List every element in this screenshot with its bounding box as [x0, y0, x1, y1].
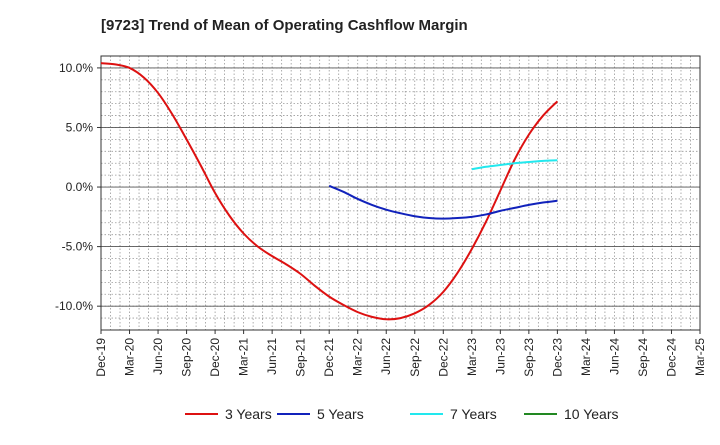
x-tick-label: Sep-21 — [294, 338, 308, 377]
x-tick-label: Sep-20 — [180, 338, 194, 377]
x-tick-label: Jun-20 — [151, 338, 165, 375]
x-tick-label: Sep-23 — [522, 338, 536, 377]
x-tick-label: Sep-24 — [636, 338, 650, 377]
x-tick-label: Dec-23 — [550, 338, 564, 377]
series-lines — [100, 62, 559, 321]
y-tick-label: 0.0% — [66, 180, 94, 194]
y-tick-label: 10.0% — [59, 61, 93, 75]
x-tick-label: Mar-23 — [465, 338, 479, 376]
grid — [100, 55, 701, 331]
x-tick-label: Jun-22 — [379, 338, 393, 375]
x-tick-label: Dec-22 — [436, 338, 450, 377]
x-tick-label: Dec-19 — [94, 338, 108, 377]
series-line-3-years — [100, 62, 559, 321]
legend-label: 3 Years — [225, 406, 272, 422]
plot-area-border — [100, 55, 701, 331]
x-tick-label: Mar-20 — [123, 338, 137, 376]
y-tick-label: -5.0% — [62, 240, 94, 254]
legend: 3 Years 5 Years 7 Years 10 Years — [185, 406, 619, 422]
x-tick-label: Mar-25 — [693, 338, 707, 376]
x-tick-label: Jun-24 — [607, 338, 621, 375]
x-axis: Dec-19 Mar-20 Jun-20 Sep-20 Dec-20 Mar-21 Jun-… — [94, 330, 707, 377]
y-axis: 10.0% 5.0% 0.0% -5.0% -10.0% — [55, 61, 101, 313]
legend-label: 5 Years — [317, 406, 364, 422]
plot-frame — [100, 55, 701, 331]
x-tick-label: Mar-24 — [579, 338, 593, 376]
x-tick-label: Sep-22 — [408, 338, 422, 377]
y-tick-label: -10.0% — [55, 299, 93, 313]
y-tick-label: 5.0% — [66, 120, 94, 134]
series-line-7-years — [471, 159, 558, 171]
x-tick-label: Mar-22 — [351, 338, 365, 376]
legend-label: 10 Years — [564, 406, 619, 422]
x-tick-label: Jun-23 — [493, 338, 507, 375]
x-tick-label: Dec-20 — [208, 338, 222, 377]
legend-label: 7 Years — [450, 406, 497, 422]
chart-title: [9723] Trend of Mean of Operating Cashfl… — [101, 17, 468, 34]
x-tick-label: Mar-21 — [237, 338, 251, 376]
series-line-5-years — [328, 184, 558, 220]
x-tick-label: Dec-21 — [322, 338, 336, 377]
x-tick-label: Jun-21 — [265, 338, 279, 375]
x-tick-label: Dec-24 — [664, 338, 678, 377]
